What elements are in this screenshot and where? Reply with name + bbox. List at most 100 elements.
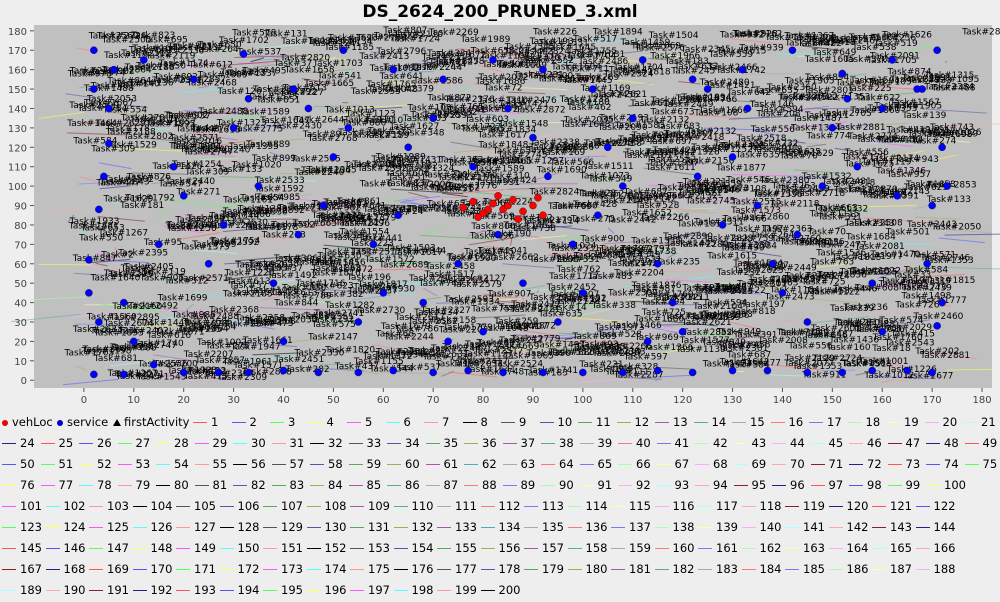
- legend-swatch: [849, 485, 863, 486]
- legend-label: 148: [151, 541, 173, 555]
- task-annotation: Task#1905: [891, 101, 942, 111]
- task-label-clutter: Task#1161: [222, 196, 273, 206]
- legend-label: 35: [444, 436, 459, 450]
- legend-swatch: [41, 464, 55, 465]
- task-label-clutter: Task#1928: [669, 147, 720, 157]
- legend-label: 174: [325, 562, 347, 576]
- legend-label: 69: [752, 457, 767, 471]
- legend-swatch: [916, 506, 930, 507]
- legend-swatch: [655, 548, 669, 549]
- legend-swatch: [742, 569, 756, 570]
- legend-label: 162: [760, 541, 782, 555]
- legend-label: 95: [752, 478, 767, 492]
- legend-swatch: [233, 464, 247, 465]
- legend-label: 132: [412, 520, 434, 534]
- legend-swatch: [734, 464, 748, 465]
- task-label-clutter: Task#2571: [169, 133, 220, 143]
- legend-label: 125: [107, 520, 129, 534]
- service-point: [85, 289, 92, 296]
- legend-label: 145: [20, 541, 42, 555]
- legend-label: 84: [328, 478, 343, 492]
- task-label-clutter: Task#1337: [227, 69, 278, 79]
- legend-label: 133: [455, 520, 477, 534]
- x-tick-label: 0: [81, 395, 87, 406]
- legend-label: vehLoc: [12, 415, 53, 429]
- service-point: [95, 318, 102, 325]
- legend-label: 9: [519, 415, 526, 429]
- legend-label: 31: [290, 436, 305, 450]
- x-tick-label: 130: [723, 395, 742, 406]
- legend-swatch: [742, 527, 756, 528]
- task-label-clutter: Task#277: [744, 261, 789, 271]
- legend-swatch: [481, 506, 495, 507]
- legend-swatch: [272, 485, 286, 486]
- service-point: [110, 66, 117, 73]
- service-point: [270, 280, 277, 287]
- task-label-clutter: Task#847: [72, 254, 117, 264]
- legend-label: 96: [790, 478, 805, 492]
- task-label-clutter: Task#957: [886, 170, 931, 180]
- legend-label: 150: [238, 541, 260, 555]
- task-annotation: Task#2037: [452, 360, 503, 370]
- legend-label: 57: [290, 457, 305, 471]
- service-point: [929, 369, 936, 376]
- legend-label: 131: [368, 520, 390, 534]
- legend-swatch: [437, 590, 451, 591]
- service-point: [579, 369, 586, 376]
- x-tick-label: 100: [573, 395, 592, 406]
- legend-swatch: [193, 422, 207, 423]
- legend-label: 11: [596, 415, 611, 429]
- legend-label: 151: [281, 541, 303, 555]
- task-label-clutter: Task#1792: [124, 193, 175, 203]
- legend-label: 142: [847, 520, 869, 534]
- legend-swatch: [118, 464, 132, 465]
- legend-label: 26: [97, 436, 112, 450]
- task-label-clutter: Task#338: [591, 301, 636, 311]
- legend-swatch: [578, 422, 592, 423]
- legend-swatch: [611, 506, 625, 507]
- legend-label: 199: [455, 583, 477, 597]
- legend-swatch: [829, 506, 843, 507]
- x-tick-label: 50: [327, 395, 340, 406]
- service-point: [255, 183, 262, 190]
- legend-label: 166: [934, 541, 956, 555]
- task-annotation: Task#1132: [173, 43, 224, 53]
- legend-swatch: [2, 506, 16, 507]
- service-point: [240, 51, 247, 58]
- legend-swatch: [79, 464, 93, 465]
- legend-swatch: [2, 485, 16, 486]
- service-point: [519, 280, 526, 287]
- service-point: [245, 95, 252, 102]
- legend-label: 192: [151, 583, 173, 597]
- task-label-clutter: Task#2600: [528, 255, 579, 265]
- legend-label: 51: [59, 457, 74, 471]
- task-annotation: Task#2864: [178, 325, 229, 335]
- legend-label: 61: [444, 457, 459, 471]
- service-point: [779, 289, 786, 296]
- y-tick-label: 40: [14, 299, 27, 310]
- legend-label: 50: [20, 457, 35, 471]
- legend-label: 5: [365, 415, 372, 429]
- legend-label: 143: [890, 520, 912, 534]
- legend-swatch: [965, 443, 979, 444]
- task-label-clutter: Task#1989: [459, 35, 510, 45]
- legend-swatch: [195, 485, 209, 486]
- x-tick-label: 180: [972, 395, 991, 406]
- legend-label: 167: [20, 562, 42, 576]
- task-label-clutter: Task#1700: [589, 191, 640, 201]
- legend-swatch: [772, 464, 786, 465]
- legend-label: 54: [174, 457, 189, 471]
- legend-label: 186: [847, 562, 869, 576]
- service-point: [479, 328, 486, 335]
- task-label-clutter: Task#1057: [146, 118, 197, 128]
- service-point: [679, 328, 686, 335]
- service-point: [315, 369, 322, 376]
- task-label-clutter: Task#2204: [613, 268, 664, 278]
- task-label-clutter: Task#1717: [548, 272, 599, 282]
- legend-swatch: [617, 422, 631, 423]
- task-label-clutter: Task#1605: [804, 55, 855, 65]
- task-label-clutter: Task#837: [385, 179, 430, 189]
